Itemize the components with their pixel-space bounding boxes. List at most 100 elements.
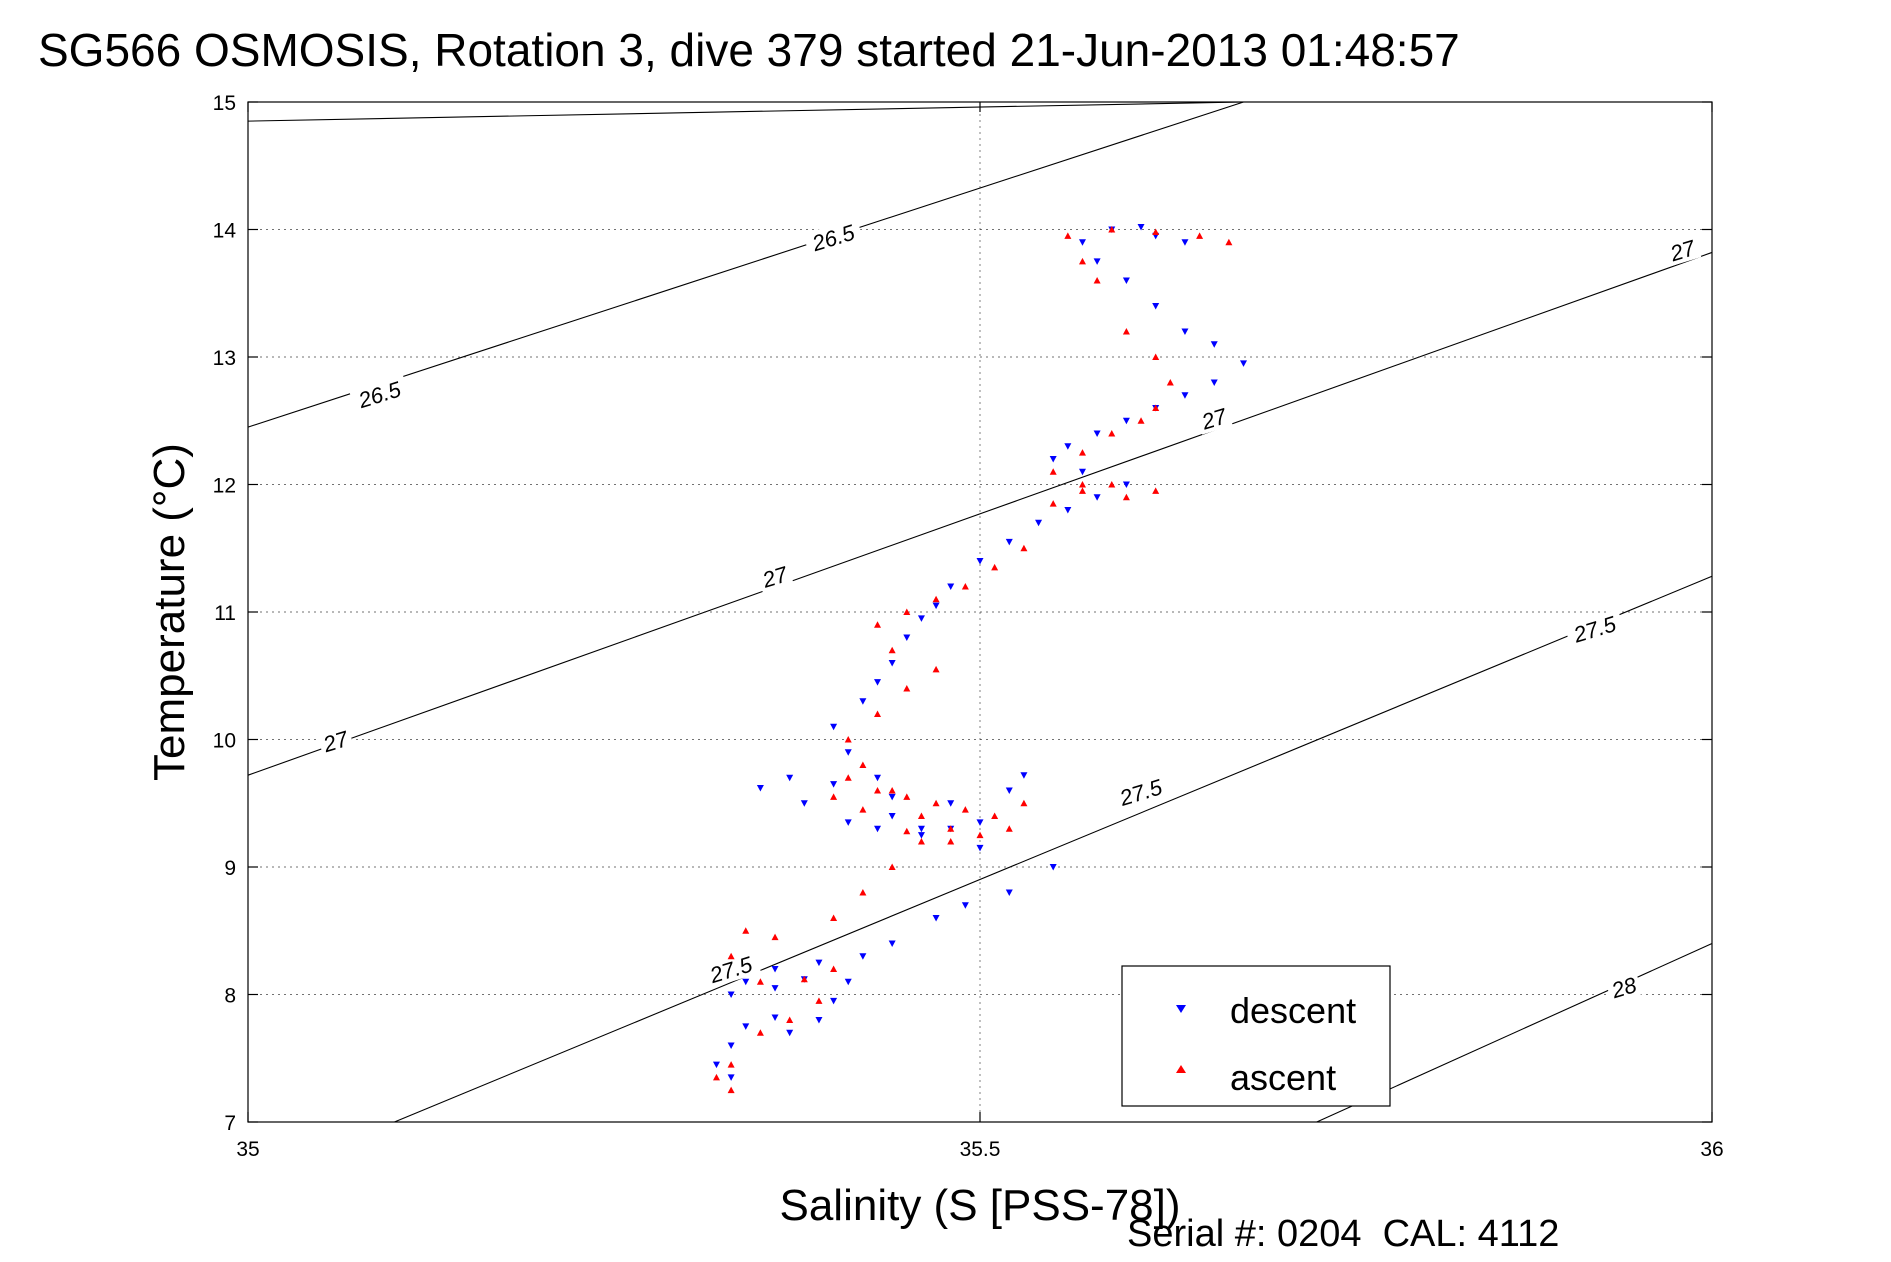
descent-point bbox=[859, 953, 867, 960]
ascent-point bbox=[1078, 481, 1086, 488]
contour-label-backdrop bbox=[755, 560, 794, 593]
ascent-point bbox=[742, 927, 750, 934]
descent-point bbox=[1181, 328, 1189, 335]
ascent-point bbox=[771, 933, 779, 941]
ascent-point bbox=[874, 710, 882, 717]
descent-point bbox=[1078, 468, 1086, 476]
ascent-point bbox=[874, 621, 882, 628]
ascent-point bbox=[903, 608, 911, 615]
descent-point bbox=[771, 1014, 779, 1021]
ascent-point bbox=[991, 812, 999, 819]
descent-point bbox=[1005, 787, 1013, 794]
ascent-point bbox=[1049, 500, 1057, 507]
x-tick-label: 35 bbox=[236, 1138, 259, 1161]
descent-point bbox=[947, 800, 955, 807]
contour-label: 26.5 bbox=[803, 217, 864, 258]
ascent-point bbox=[844, 736, 852, 743]
ascent-point bbox=[815, 997, 823, 1004]
descent-point bbox=[888, 940, 896, 947]
contour-label: 27 bbox=[1195, 402, 1233, 435]
ascent-point bbox=[727, 1061, 735, 1068]
descent-point bbox=[844, 749, 852, 756]
ascent-point bbox=[727, 952, 735, 960]
y-tick-label: 11 bbox=[214, 602, 236, 625]
descent-point bbox=[786, 1029, 794, 1037]
descent-point bbox=[712, 1061, 720, 1069]
ascent-point bbox=[1122, 328, 1130, 335]
descent-point bbox=[1181, 392, 1189, 399]
y-tick-label: 14 bbox=[213, 220, 237, 243]
contour-label-backdrop bbox=[349, 374, 410, 414]
descent-point bbox=[874, 679, 882, 686]
ascent-point bbox=[859, 806, 867, 813]
ascent-point bbox=[844, 774, 852, 781]
ascent-point bbox=[903, 793, 911, 800]
descent-point bbox=[815, 1017, 823, 1024]
descent-point bbox=[1005, 538, 1013, 546]
descent-point bbox=[859, 698, 867, 705]
ascent-point bbox=[1078, 487, 1086, 494]
descent-point bbox=[1005, 889, 1013, 896]
descent-point bbox=[932, 602, 940, 610]
contour-label-backdrop bbox=[700, 949, 762, 989]
descent-point bbox=[815, 959, 823, 967]
ascent-point bbox=[756, 1029, 764, 1036]
descent-point bbox=[874, 825, 882, 833]
descent-point bbox=[1049, 456, 1057, 463]
ascent-point bbox=[917, 812, 925, 819]
contour-label-backdrop bbox=[1663, 234, 1702, 267]
descent-point bbox=[1210, 341, 1218, 348]
descent-point bbox=[1181, 239, 1189, 246]
ascent-point bbox=[888, 646, 896, 654]
descent-point bbox=[1137, 223, 1145, 231]
descent-point bbox=[727, 1074, 735, 1081]
ascent-point bbox=[830, 793, 838, 800]
descent-point bbox=[771, 985, 779, 992]
ascent-point bbox=[1166, 379, 1174, 386]
x-tick-label: 35.5 bbox=[960, 1138, 1001, 1161]
descent-point bbox=[874, 774, 882, 782]
ascent-point bbox=[859, 889, 867, 896]
ascent-point bbox=[961, 806, 969, 813]
axis-ticks: 35 35.5 36 7 8 9 10 11 12 13 14 15 bbox=[213, 92, 1724, 1161]
y-tick-label: 13 bbox=[213, 347, 236, 370]
contour-label-text: 26.5 bbox=[808, 220, 858, 257]
y-tick-label: 12 bbox=[213, 475, 236, 498]
descent-point bbox=[976, 844, 984, 852]
descent-point bbox=[917, 832, 925, 839]
ascent-point bbox=[1152, 487, 1160, 494]
descent-point bbox=[976, 819, 984, 826]
descent-point bbox=[1122, 481, 1130, 488]
ascent-point bbox=[947, 825, 955, 832]
descent-point bbox=[917, 615, 925, 622]
descent-point bbox=[1210, 379, 1218, 386]
x-axis-label: Salinity (S [PSS-78]) bbox=[779, 1181, 1180, 1230]
contour-label: 27.5 bbox=[1564, 609, 1625, 649]
contour-label: 27 bbox=[1663, 234, 1702, 267]
descent-point bbox=[1020, 772, 1028, 779]
ascent-point bbox=[1108, 481, 1116, 488]
descent-point bbox=[1078, 239, 1086, 246]
contour-label-backdrop bbox=[316, 724, 355, 758]
legend-ascent-marker bbox=[1176, 1065, 1186, 1073]
ascent-point bbox=[1093, 277, 1101, 284]
ascent-point bbox=[932, 665, 940, 673]
descent-point bbox=[1122, 277, 1130, 284]
contour-line-27-5 bbox=[394, 575, 1713, 1123]
ascent-point bbox=[712, 1073, 720, 1081]
y-tick-label: 10 bbox=[213, 730, 236, 753]
ascent-point bbox=[1152, 353, 1160, 360]
contour-label-backdrop bbox=[1195, 402, 1233, 435]
y-tick-label: 9 bbox=[224, 857, 236, 880]
serial-cal-annotation: Serial #: 0204 CAL: 4112 bbox=[1127, 1213, 1559, 1255]
ascent-point bbox=[932, 799, 940, 807]
descent-point bbox=[727, 991, 735, 998]
descent-point bbox=[727, 1042, 735, 1049]
ascent-point bbox=[903, 685, 911, 692]
descent-point bbox=[1049, 864, 1057, 871]
ascent-point bbox=[1049, 468, 1057, 475]
ascent-point bbox=[917, 838, 925, 845]
descent-point bbox=[1152, 303, 1160, 310]
descent-point bbox=[1064, 507, 1072, 514]
contour-label: 27.5 bbox=[1110, 772, 1172, 812]
